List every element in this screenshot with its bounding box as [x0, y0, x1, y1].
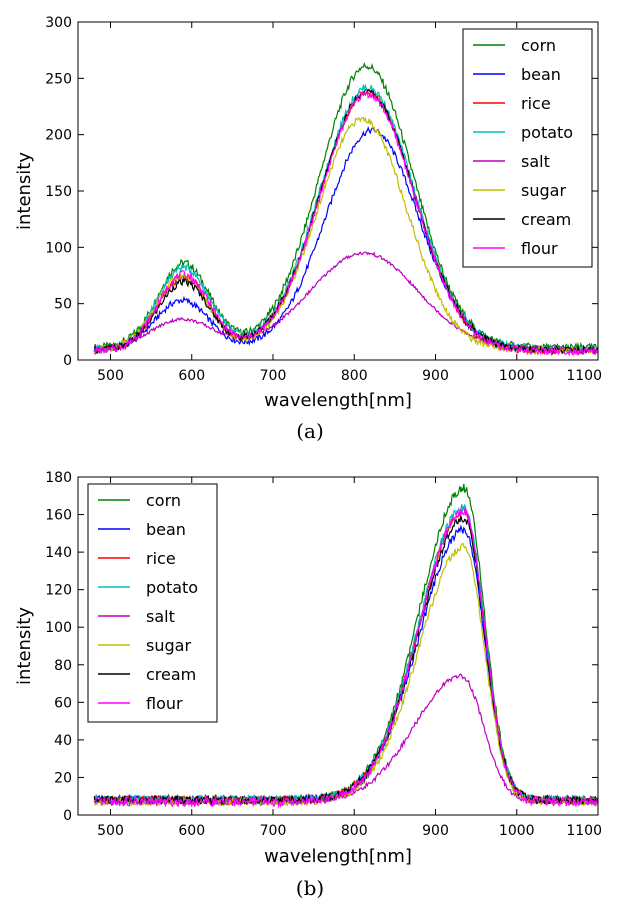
y-tick-label: 100 — [45, 240, 72, 256]
legend-label-cream: cream — [521, 210, 571, 229]
x-axis-label: wavelength[nm] — [264, 846, 412, 867]
legend-label-cream: cream — [146, 665, 196, 684]
legend-box — [87, 483, 218, 723]
chart-b: 500 600 700 800 900 1000 1100 0 20 40 60 80 100 120 14… — [14, 470, 602, 900]
y-axis: 0 20 40 60 80 100 120 140 160 180 — [45, 470, 598, 824]
y-axis: 0 50 100 150 200 250 300 — [45, 15, 598, 369]
series-lines — [93, 483, 598, 809]
y-axis-label: intensity — [14, 152, 35, 230]
y-tick-label: 0 — [63, 353, 72, 369]
series-lines — [93, 61, 598, 357]
legend-label-flour: flour — [521, 239, 558, 258]
legend-label-salt: salt — [146, 607, 175, 626]
chart-a: 500 600 700 800 900 1000 1100 0 50 100 150 200 250 30… — [14, 15, 602, 443]
series-line-flour — [94, 90, 598, 357]
x-tick-label: 1000 — [499, 368, 535, 384]
legend-label-potato: potato — [521, 123, 573, 142]
legend: corn bean rice potato salt sugar cream flour — [462, 28, 593, 268]
legend-label-corn: corn — [521, 36, 556, 55]
legend-label-sugar: sugar — [521, 181, 566, 200]
y-tick-label: 250 — [45, 71, 72, 87]
y-axis-label: intensity — [14, 607, 35, 685]
y-tick-label: 180 — [45, 470, 72, 486]
x-axis: 500 600 700 800 900 1000 1100 — [97, 477, 602, 839]
x-tick-label: 500 — [97, 368, 124, 384]
legend-label-potato: potato — [146, 578, 198, 597]
x-tick-label: 1100 — [566, 823, 602, 839]
y-tick-label: 20 — [54, 770, 72, 786]
y-tick-label: 0 — [63, 808, 72, 824]
x-tick-label: 900 — [422, 368, 449, 384]
x-tick-label: 1000 — [499, 823, 535, 839]
legend-box — [462, 28, 593, 268]
x-axis-label: wavelength[nm] — [264, 390, 412, 411]
x-tick-label: 600 — [178, 368, 205, 384]
legend-label-rice: rice — [146, 549, 176, 568]
y-tick-label: 150 — [45, 184, 72, 200]
x-tick-label: 700 — [260, 823, 287, 839]
legend: corn bean rice potato salt sugar cream flour — [87, 483, 218, 723]
x-tick-label: 500 — [97, 823, 124, 839]
series-line-flour — [93, 506, 598, 809]
y-tick-label: 40 — [54, 733, 72, 749]
figure-caption: (a) — [296, 419, 324, 443]
y-tick-label: 140 — [45, 545, 72, 561]
legend-label-bean: bean — [146, 520, 186, 539]
legend-label-bean: bean — [521, 65, 561, 84]
x-tick-label: 900 — [422, 823, 449, 839]
y-tick-label: 160 — [45, 508, 72, 524]
y-tick-label: 50 — [54, 297, 72, 313]
y-tick-label: 80 — [54, 658, 72, 674]
legend-label-rice: rice — [521, 94, 551, 113]
legend-label-flour: flour — [146, 694, 183, 713]
x-axis: 500 600 700 800 900 1000 1100 — [97, 22, 602, 384]
figure-caption: (b) — [296, 876, 324, 900]
x-tick-label: 800 — [341, 368, 368, 384]
series-line-salt — [93, 251, 598, 352]
y-tick-label: 100 — [45, 620, 72, 636]
legend-label-salt: salt — [521, 152, 550, 171]
x-tick-label: 1100 — [566, 368, 602, 384]
legend-label-sugar: sugar — [146, 636, 191, 655]
x-tick-label: 800 — [341, 823, 368, 839]
y-tick-label: 300 — [45, 15, 72, 31]
y-tick-label: 120 — [45, 583, 72, 599]
y-tick-label: 60 — [54, 695, 72, 711]
series-line-sugar — [93, 116, 598, 355]
plot-frame — [77, 476, 599, 816]
legend-label-corn: corn — [146, 491, 181, 510]
x-tick-label: 600 — [178, 823, 205, 839]
y-tick-label: 200 — [45, 128, 72, 144]
x-tick-label: 700 — [260, 368, 287, 384]
